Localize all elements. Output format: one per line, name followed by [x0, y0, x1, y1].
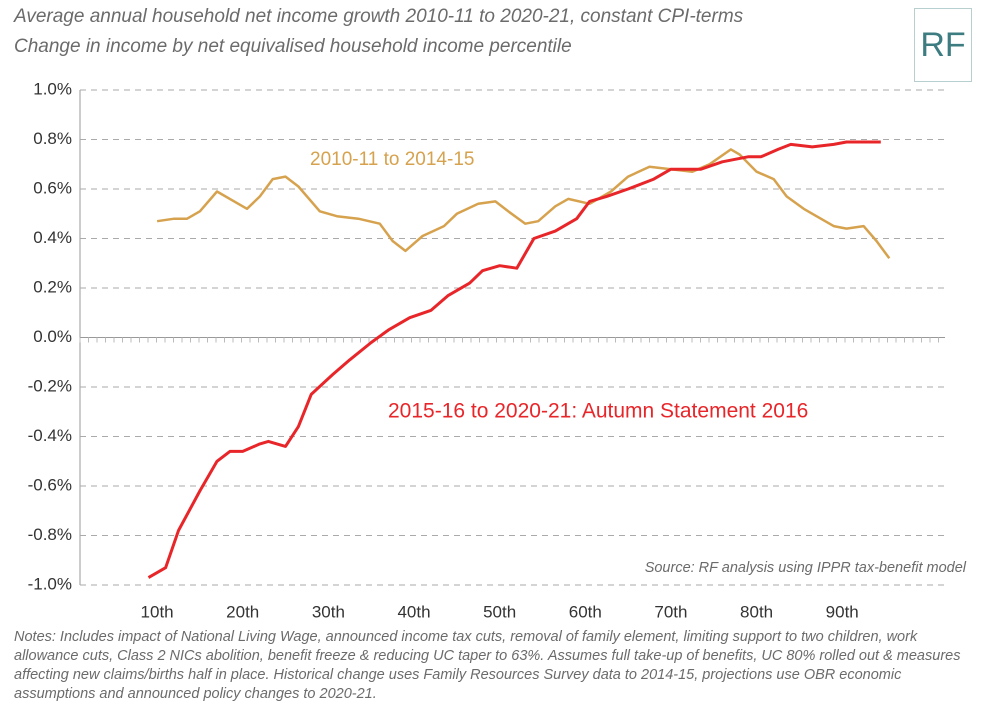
y-tick-label: 1.0% — [33, 79, 72, 98]
x-tick-label: 20th — [226, 602, 259, 621]
source: Source: RF analysis using IPPR tax-benef… — [645, 560, 967, 576]
x-tick-label: 90th — [826, 602, 859, 621]
x-tick-label: 60th — [569, 602, 602, 621]
y-tick-label: 0.0% — [33, 327, 72, 346]
y-tick-label: -0.2% — [28, 376, 72, 395]
y-tick-label: 0.4% — [33, 228, 72, 247]
x-tick-label: 80th — [740, 602, 773, 621]
x-tick-label: 70th — [654, 602, 687, 621]
x-tick-label: 10th — [141, 602, 174, 621]
line — [147, 140, 881, 579]
y-tick-label: -1.0% — [28, 574, 72, 593]
x-tick-label: 30th — [312, 602, 345, 621]
logo: RF — [914, 8, 972, 82]
chart-title: Average annual household net income grow… — [14, 6, 744, 27]
x-tick-label: 40th — [397, 602, 430, 621]
y-tick-label: -0.8% — [28, 525, 72, 544]
y-tick-label: 0.6% — [33, 178, 72, 197]
y-tick-label: 0.8% — [33, 129, 72, 148]
chart-subtitle: Change in income by net equivalised hous… — [14, 36, 572, 57]
series-label: 2010-11 to 2014-15 — [310, 149, 474, 170]
y-tick-label: -0.4% — [28, 426, 72, 445]
y-tick-label: 0.2% — [33, 277, 72, 296]
x-tick-label: 50th — [483, 602, 516, 621]
y-tick-label: -0.6% — [28, 475, 72, 494]
line — [156, 148, 891, 260]
notes: Notes: Includes impact of National Livin… — [14, 629, 961, 702]
series-label: 2015-16 to 2020-21: Autumn Statement 201… — [388, 400, 808, 423]
